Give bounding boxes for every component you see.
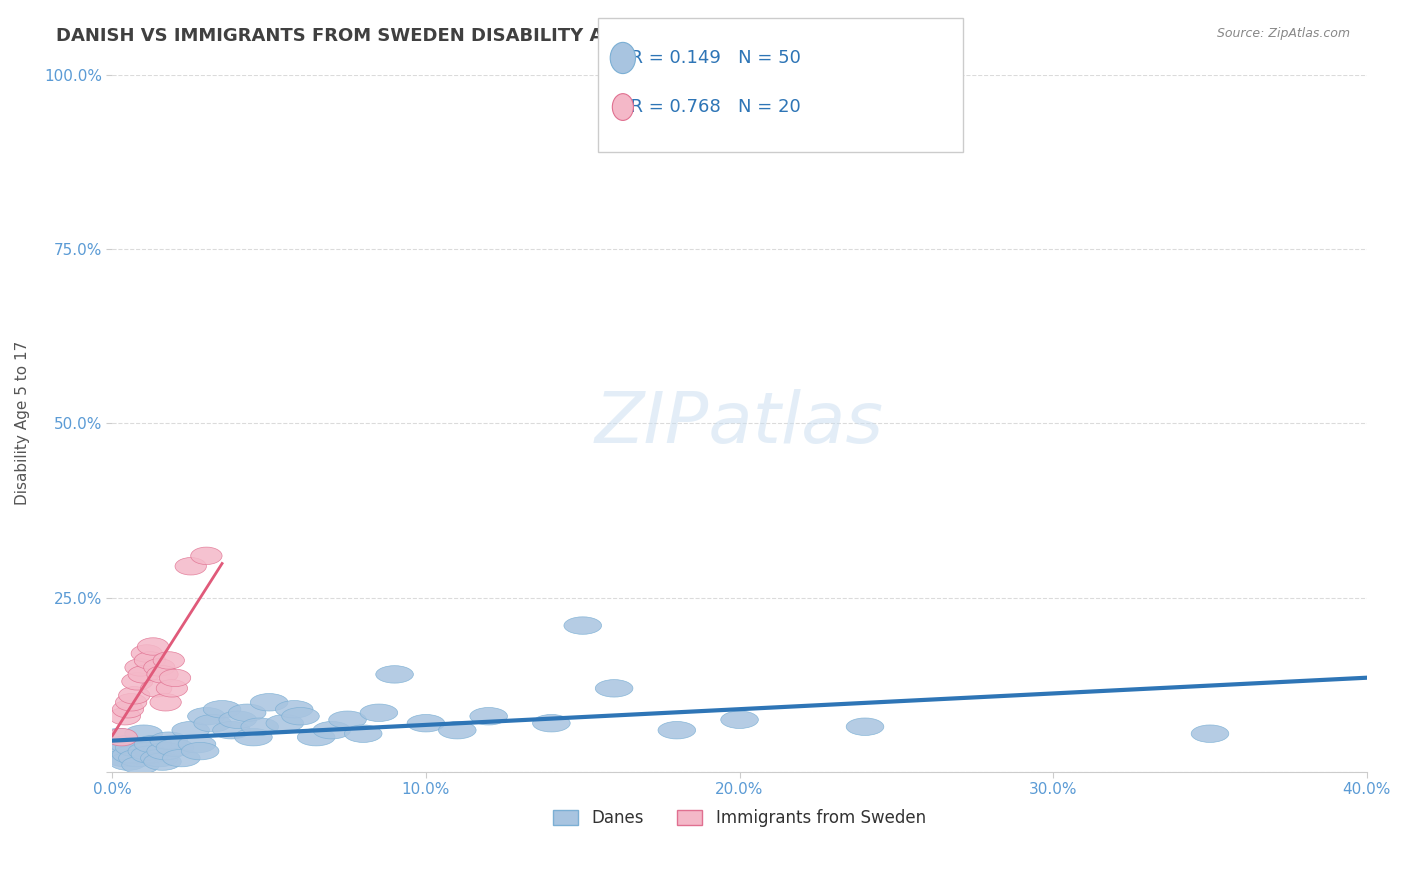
Ellipse shape — [408, 714, 444, 732]
Legend: Danes, Immigrants from Sweden: Danes, Immigrants from Sweden — [547, 802, 932, 833]
Ellipse shape — [122, 756, 159, 773]
Ellipse shape — [266, 714, 304, 732]
Text: R = 0.768   N = 20: R = 0.768 N = 20 — [619, 98, 800, 116]
Text: Source: ZipAtlas.com: Source: ZipAtlas.com — [1216, 27, 1350, 40]
Ellipse shape — [721, 711, 758, 729]
Ellipse shape — [115, 739, 153, 756]
Ellipse shape — [143, 753, 181, 771]
Ellipse shape — [110, 735, 146, 753]
Ellipse shape — [103, 742, 141, 760]
Ellipse shape — [439, 722, 477, 739]
Ellipse shape — [125, 725, 163, 742]
Ellipse shape — [110, 753, 146, 771]
Ellipse shape — [297, 729, 335, 746]
Ellipse shape — [533, 714, 571, 732]
Ellipse shape — [375, 665, 413, 683]
Ellipse shape — [112, 700, 143, 718]
Ellipse shape — [159, 669, 191, 687]
Ellipse shape — [194, 714, 232, 732]
Ellipse shape — [470, 707, 508, 725]
Ellipse shape — [105, 729, 138, 746]
Y-axis label: Disability Age 5 to 17: Disability Age 5 to 17 — [15, 341, 30, 506]
Ellipse shape — [181, 742, 219, 760]
Ellipse shape — [172, 722, 209, 739]
Ellipse shape — [228, 704, 266, 722]
Ellipse shape — [658, 722, 696, 739]
Ellipse shape — [156, 739, 194, 756]
Ellipse shape — [191, 547, 222, 565]
Ellipse shape — [141, 680, 172, 697]
Text: DANISH VS IMMIGRANTS FROM SWEDEN DISABILITY AGE 5 TO 17 CORRELATION CHART: DANISH VS IMMIGRANTS FROM SWEDEN DISABIL… — [56, 27, 936, 45]
Ellipse shape — [118, 749, 156, 767]
Ellipse shape — [138, 638, 169, 656]
Ellipse shape — [250, 694, 288, 711]
Ellipse shape — [118, 687, 150, 704]
Ellipse shape — [105, 749, 143, 767]
Ellipse shape — [564, 617, 602, 634]
Ellipse shape — [276, 700, 314, 718]
Ellipse shape — [125, 658, 156, 676]
Ellipse shape — [204, 700, 240, 718]
Ellipse shape — [100, 729, 138, 746]
Ellipse shape — [131, 746, 169, 764]
Ellipse shape — [219, 711, 256, 729]
Ellipse shape — [314, 722, 350, 739]
Ellipse shape — [212, 722, 250, 739]
Ellipse shape — [595, 680, 633, 697]
Ellipse shape — [141, 749, 179, 767]
Ellipse shape — [150, 694, 181, 711]
Ellipse shape — [134, 735, 172, 753]
Ellipse shape — [131, 645, 163, 662]
Ellipse shape — [329, 711, 367, 729]
Ellipse shape — [146, 665, 179, 683]
Ellipse shape — [179, 735, 215, 753]
Ellipse shape — [150, 732, 187, 749]
Ellipse shape — [128, 665, 159, 683]
Ellipse shape — [110, 707, 141, 725]
Ellipse shape — [281, 707, 319, 725]
Ellipse shape — [115, 694, 146, 711]
Ellipse shape — [153, 652, 184, 669]
Ellipse shape — [134, 652, 166, 669]
Ellipse shape — [1191, 725, 1229, 742]
Ellipse shape — [146, 742, 184, 760]
Ellipse shape — [163, 749, 200, 767]
Ellipse shape — [360, 704, 398, 722]
Ellipse shape — [122, 673, 153, 690]
Ellipse shape — [344, 725, 382, 742]
Ellipse shape — [846, 718, 884, 735]
Ellipse shape — [174, 558, 207, 575]
Ellipse shape — [143, 658, 174, 676]
Ellipse shape — [240, 718, 278, 735]
Ellipse shape — [156, 680, 187, 697]
Text: R = 0.149   N = 50: R = 0.149 N = 50 — [619, 49, 800, 67]
Text: ZIPatlas: ZIPatlas — [595, 389, 884, 458]
Ellipse shape — [112, 746, 150, 764]
Ellipse shape — [187, 707, 225, 725]
Ellipse shape — [235, 729, 273, 746]
Ellipse shape — [128, 742, 166, 760]
